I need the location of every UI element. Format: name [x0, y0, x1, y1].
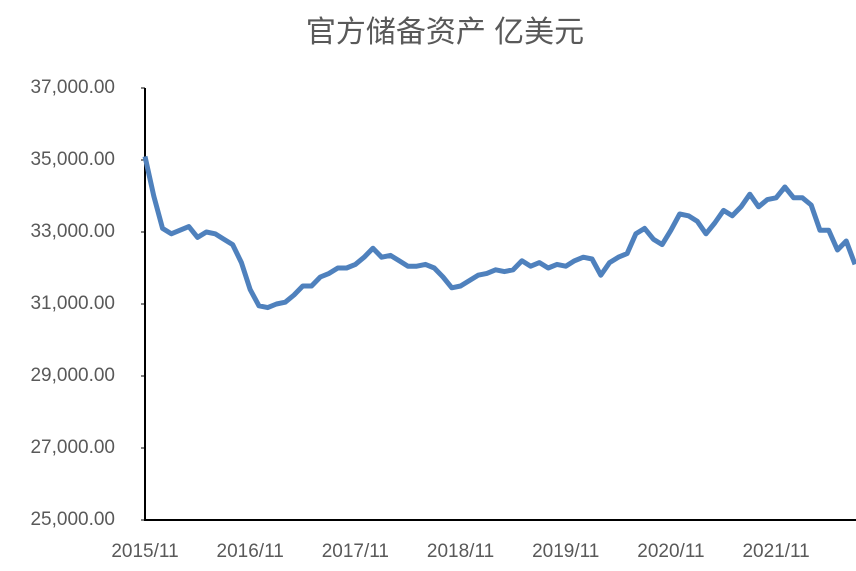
x-tick-label: 2017/11	[322, 541, 389, 562]
y-tick-label: 31,000.00	[30, 293, 115, 314]
line-series	[142, 155, 856, 311]
y-tick-label: 37,000.00	[30, 77, 115, 98]
x-tick-label: 2015/11	[111, 541, 178, 562]
y-tick-label: 35,000.00	[30, 149, 115, 170]
x-tick-label: 2019/11	[532, 541, 599, 562]
chart-title: 官方储备资产 亿美元	[306, 16, 584, 49]
x-tick-label: 2021/11	[742, 541, 809, 562]
y-tick-label: 25,000.00	[30, 509, 115, 530]
x-tick-label: 2018/11	[427, 541, 494, 562]
y-tick-label: 33,000.00	[30, 221, 115, 242]
y-tick-label: 29,000.00	[30, 365, 115, 386]
x-tick-label: 2020/11	[637, 541, 704, 562]
y-tick-label: 27,000.00	[30, 437, 115, 458]
x-tick-label: 2016/11	[217, 541, 284, 562]
